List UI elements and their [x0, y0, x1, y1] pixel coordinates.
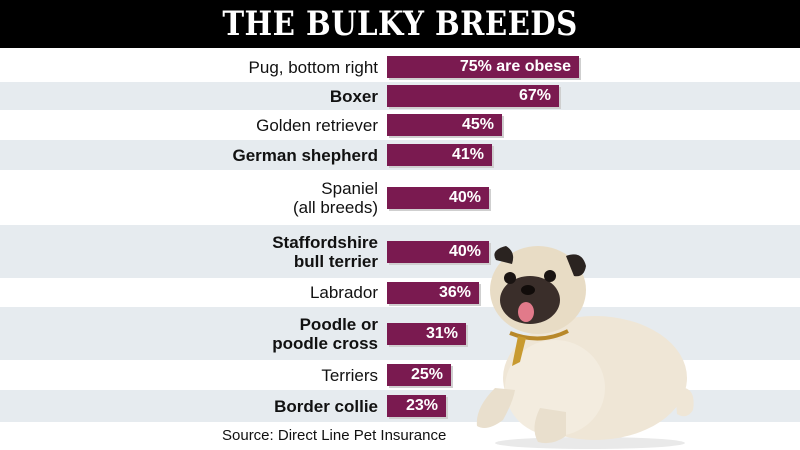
title-bar [0, 0, 800, 48]
pug-nose [521, 285, 535, 295]
bar: 40% [387, 186, 489, 209]
category-label: Spaniel (all breeds) [170, 170, 378, 225]
category-label: German shepherd [170, 140, 379, 170]
pug-front-leg-right [534, 408, 566, 444]
bar: 23% [387, 395, 446, 417]
category-label: Poodle or poodle cross [170, 307, 378, 360]
pug-tongue [518, 302, 534, 322]
category-label-line: Poodle or [299, 314, 378, 334]
bar-value-label: 41% [451, 146, 484, 163]
bar-value-label: 75% are obese [459, 58, 571, 75]
bar-value-label: 40% [448, 188, 481, 206]
category-label-line: bull terrier [293, 251, 378, 271]
pug-eye-left [504, 272, 516, 284]
bar-value-label: 23% [405, 397, 438, 414]
pug-photo [476, 246, 694, 449]
source-note: Source: Direct Line Pet Insurance [222, 427, 447, 444]
category-label-line: Golden retriever [256, 115, 378, 135]
pug-belly [505, 340, 605, 436]
pug-muzzle [500, 276, 560, 324]
pug-ear-left [494, 246, 514, 264]
bar-value-label: 40% [448, 242, 481, 260]
pug-ear-right [566, 254, 586, 277]
bar: 45% [387, 114, 502, 136]
pug-tail [675, 387, 694, 417]
category-label-line: Labrador [309, 283, 378, 302]
category-label-line: Border collie [274, 396, 378, 416]
category-label: Terriers [170, 360, 378, 390]
bar-value-label: 45% [461, 116, 494, 133]
bar-value-label: 25% [410, 366, 443, 383]
category-label-line: Spaniel [321, 178, 378, 198]
bar: 40% [387, 240, 489, 263]
bar: 41% [387, 144, 492, 166]
category-label: Boxer [170, 82, 378, 110]
category-label: Labrador [170, 278, 378, 307]
bar: 31% [387, 322, 466, 345]
pug-collar [509, 329, 569, 341]
chart-title: THE BULKY BREEDS [222, 4, 578, 44]
bar: 25% [387, 364, 451, 386]
category-label-line: Pug, bottom right [248, 57, 378, 77]
pug-collar-tag [512, 336, 526, 366]
category-label: Golden retriever [170, 110, 378, 140]
category-label-line: poodle cross [272, 333, 378, 353]
pug-eye-right [544, 270, 556, 282]
category-label-line: Terriers [321, 365, 378, 385]
category-label-line: Boxer [329, 86, 378, 106]
bar: 75% are obese [387, 56, 579, 78]
bar-value-label: 31% [425, 324, 458, 342]
category-label: Pug, bottom right [170, 52, 378, 82]
bar: 36% [387, 281, 479, 304]
bar-value-label: 67% [518, 87, 551, 104]
pug-front-leg-left [476, 388, 515, 428]
bar: 67% [387, 85, 559, 107]
category-label: Staffordshire bull terrier [170, 225, 378, 278]
category-label: Border collie [170, 390, 378, 422]
bar-value-label: 36% [438, 283, 471, 301]
category-label-line: German shepherd [232, 145, 379, 165]
category-label-line: (all breeds) [292, 197, 378, 217]
category-label-line: Staffordshire [272, 232, 378, 252]
